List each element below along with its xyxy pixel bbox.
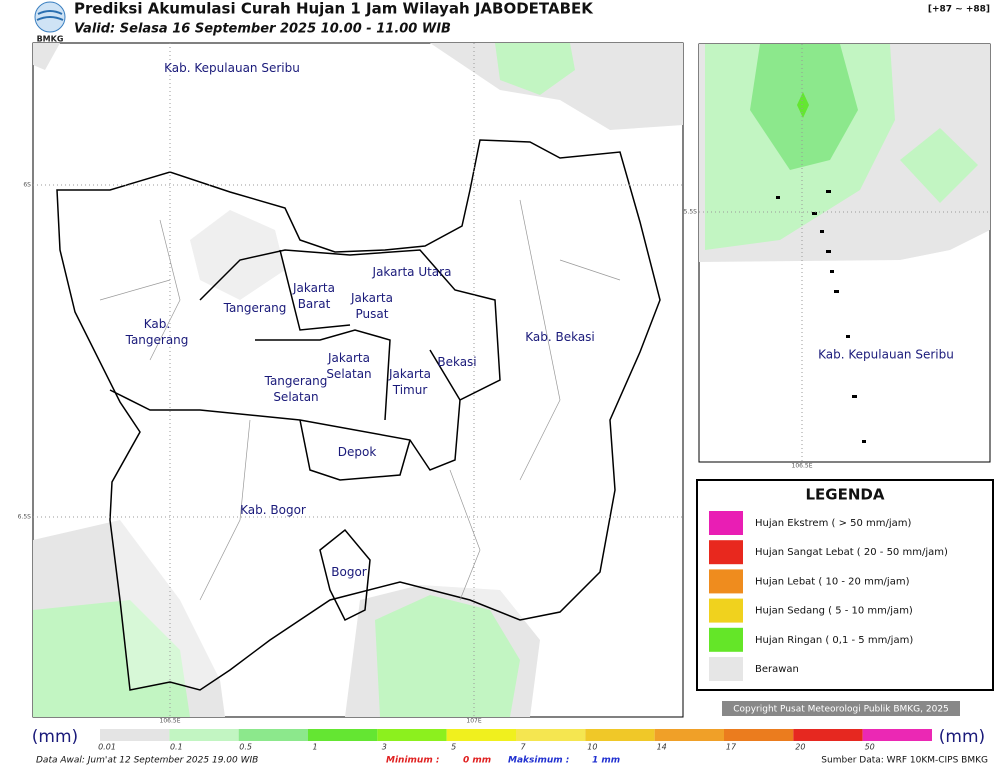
max-label: Maksimum : bbox=[508, 756, 569, 766]
region-label-line: Kab. bbox=[144, 317, 170, 331]
colorbar-segment bbox=[585, 729, 655, 741]
footer-start: Data Awal: Jum'at 12 September 2025 19.0… bbox=[36, 756, 258, 766]
region-label-line: Selatan bbox=[273, 390, 318, 404]
lat-label: 6S bbox=[23, 182, 31, 189]
lat-label: 5.5S bbox=[684, 209, 698, 216]
legend-swatch bbox=[709, 657, 743, 681]
legend-label: Berawan bbox=[755, 664, 799, 675]
region-label: Kab. Bogor bbox=[240, 503, 306, 517]
region-label-line: Tangerang bbox=[125, 333, 189, 347]
footer-source: Sumber Data: WRF 10KM-CIPS BMKG bbox=[821, 756, 988, 766]
copyright: Copyright Pusat Meteorologi Publik BMKG,… bbox=[733, 705, 949, 715]
region-label-line: Barat bbox=[298, 297, 331, 311]
region-label: Bekasi bbox=[437, 355, 476, 369]
lon-label: 107E bbox=[466, 718, 481, 725]
legend-swatch bbox=[709, 569, 743, 594]
region-label: Jakarta Pusat bbox=[350, 291, 393, 321]
region-label-line: Jakarta bbox=[388, 367, 431, 381]
region-label-line: Kab. Bekasi bbox=[525, 330, 595, 344]
colorbar-segment bbox=[862, 729, 932, 741]
logo: BMKG bbox=[34, 1, 66, 44]
region-label-line: Bekasi bbox=[437, 355, 476, 369]
region-label: Kab. Bekasi bbox=[525, 330, 595, 344]
inset-label: Kab. Kepulauan Seribu bbox=[818, 348, 954, 362]
region-label-line: Bogor bbox=[331, 565, 367, 579]
region-label-line: Kab. Kepulauan Seribu bbox=[164, 61, 300, 75]
legend-swatch bbox=[709, 598, 743, 623]
colorbar-segment bbox=[516, 729, 586, 741]
legend-label: Hujan Ekstrem ( > 50 mm/jam) bbox=[755, 518, 912, 529]
region-label-line: Kab. Bogor bbox=[240, 503, 306, 517]
colorbar-segment bbox=[100, 729, 170, 741]
colorbar-tick: 14 bbox=[657, 743, 667, 752]
region-label-line: Pusat bbox=[356, 307, 389, 321]
region-label: Bogor bbox=[331, 565, 367, 579]
region-label: Tangerang bbox=[223, 301, 287, 315]
lon-label: 106.5E bbox=[160, 718, 181, 725]
region-label: Kab. Kepulauan Seribu bbox=[164, 61, 300, 75]
lon-label: 106.5E bbox=[792, 463, 813, 470]
colorbar-segment bbox=[238, 729, 308, 741]
range: [+87 ~ +88] bbox=[928, 5, 990, 15]
legend: LEGENDA Hujan Ekstrem ( > 50 mm/jam) Huja… bbox=[696, 479, 994, 691]
colorbar-tick: 0.1 bbox=[170, 743, 183, 752]
region-label: Jakarta Utara bbox=[372, 265, 452, 279]
region-label: Jakarta Barat bbox=[292, 281, 335, 311]
colorbar-tick: 3 bbox=[382, 743, 387, 752]
legend-title: LEGENDA bbox=[806, 486, 885, 504]
legend-label: Hujan Lebat ( 10 - 20 mm/jam) bbox=[755, 576, 910, 587]
colorbar-tick: 10 bbox=[587, 743, 597, 752]
colorbar-segment bbox=[377, 729, 447, 741]
colorbar-tick: 7 bbox=[520, 743, 526, 752]
region-label-line: Jakarta bbox=[350, 291, 393, 305]
colorbar-segment bbox=[793, 729, 863, 741]
colorbar-unit: (mm) bbox=[939, 727, 985, 747]
colorbar-tick: 50 bbox=[865, 743, 875, 752]
colorbar-tick: 5 bbox=[451, 743, 456, 752]
region-label-line: Jakarta Utara bbox=[372, 265, 452, 279]
colorbar-segment bbox=[724, 729, 794, 741]
legend-label: Hujan Sedang ( 5 - 10 mm/jam) bbox=[755, 606, 913, 617]
region-label-line: Timur bbox=[392, 383, 428, 397]
colorbar-tick: 17 bbox=[726, 743, 737, 752]
lat-label: 6.5S bbox=[18, 514, 32, 521]
region-label-line: Jakarta bbox=[292, 281, 335, 295]
legend-swatch bbox=[709, 511, 743, 535]
region-label-line: Tangerang bbox=[264, 374, 328, 388]
region-label: Depok bbox=[338, 445, 377, 459]
legend-label: Hujan Ringan ( 0,1 - 5 mm/jam) bbox=[755, 635, 913, 646]
colorbar-segment bbox=[308, 729, 378, 741]
colorbar-segment bbox=[446, 729, 516, 741]
logo-text: BMKG bbox=[37, 35, 64, 44]
region-label-line: Depok bbox=[338, 445, 377, 459]
legend-label: Hujan Sangat Lebat ( 20 - 50 mm/jam) bbox=[755, 547, 948, 558]
colorbar-tick: 20 bbox=[795, 743, 805, 752]
legend-swatch bbox=[709, 540, 743, 565]
main-map: 6S 6.5S 106.5E 107E Kab. Kepulauan Serib… bbox=[18, 42, 684, 725]
colorbar-segment bbox=[169, 729, 239, 741]
max-value: 1 mm bbox=[592, 756, 620, 766]
region-label: Tangerang Selatan bbox=[264, 374, 328, 404]
colorbar-tick: 0.01 bbox=[98, 743, 116, 752]
region-label-line: Jakarta bbox=[327, 351, 370, 365]
colorbar-tick: 1 bbox=[312, 743, 317, 752]
legend-swatch bbox=[709, 627, 743, 652]
title: Prediksi Akumulasi Curah Hujan 1 Jam Wil… bbox=[74, 0, 594, 18]
subtitle: Valid: Selasa 16 September 2025 10.00 - … bbox=[74, 22, 451, 37]
colorbar-segment bbox=[654, 729, 724, 741]
region-label: Kab. Tangerang bbox=[125, 317, 189, 347]
min-label: Minimum : bbox=[386, 756, 439, 766]
colorbar-unit: (mm) bbox=[32, 727, 78, 747]
colorbar-tick: 0.5 bbox=[239, 743, 252, 752]
inset-map: 5.5S 106.5E Kab. Kepulauan Seribu bbox=[684, 43, 991, 470]
region-label: Jakarta Timur bbox=[388, 367, 431, 397]
region-label: Jakarta Selatan bbox=[326, 351, 371, 381]
min-value: 0 mm bbox=[463, 756, 491, 766]
region-label-line: Tangerang bbox=[223, 301, 287, 315]
copyright-box bbox=[722, 701, 960, 716]
region-label-line: Selatan bbox=[326, 367, 371, 381]
